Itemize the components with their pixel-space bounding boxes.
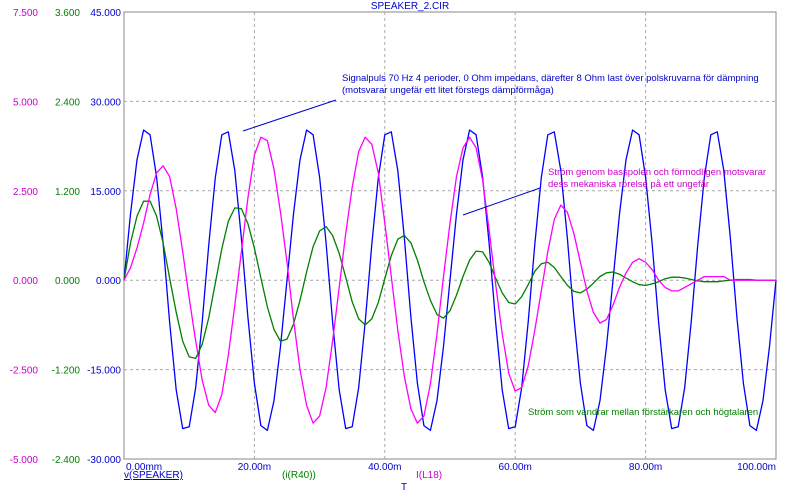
y-tick-label-left-inner: 30.000: [90, 97, 121, 108]
x-tick-labels: 0.00mm 20.00m 40.00m 60.00m 80.00m 100.00m: [126, 462, 776, 473]
annotation-amp-current: Ström som vandrar mellan förstärkaren oc…: [528, 407, 758, 418]
x-tick-label: 0.00mm: [126, 462, 162, 473]
x-tick-label: 60.00m: [499, 462, 532, 473]
annotation-signal-line2: (motsvarar ungefär ett litet förstegs dä…: [342, 85, 554, 96]
x-axis-label: T: [401, 482, 407, 493]
legend-i-l18: I(L18): [416, 470, 442, 481]
y-tick-label-left-outer: 0.000: [13, 276, 38, 287]
annotation-pointer-signal: [242, 99, 337, 132]
y-tick-label-left-inner: 0.000: [96, 276, 121, 287]
y-tick-label-left-middle: 3.600: [55, 8, 80, 19]
series-line-0: [123, 129, 777, 432]
y-tick-label-left-outer: 7.500: [13, 8, 38, 19]
y-tick-label-left-outer: 2.500: [13, 187, 38, 198]
x-tick-label: 20.00m: [238, 462, 271, 473]
annotation-coil-line1: Ström genom basspolen och förmodligen mo…: [548, 167, 766, 178]
plot-area: [123, 11, 777, 460]
y-tick-label-left-inner: 15.000: [90, 187, 121, 198]
y-tick-label-left-inner: -30.000: [87, 455, 121, 466]
series-line-1: [123, 200, 776, 360]
legend-v-speaker: v(SPEAKER): [124, 470, 183, 481]
series-line-2: [123, 136, 776, 424]
annotation-pointer-current-coil: [462, 187, 541, 216]
y-tick-label-left-middle: -1.200: [52, 366, 81, 377]
y-tick-label-left-inner: 45.000: [90, 8, 121, 19]
x-tick-label: 80.00m: [629, 462, 662, 473]
y-tick-label-left-outer: -5.000: [10, 455, 39, 466]
x-tick-label: 100.00m: [737, 462, 776, 473]
y-tick-labels: 7.500 5.000 2.500 0.000 -2.500 -5.000 3.600 2.4…: [10, 8, 122, 466]
x-tick-label: 40.00m: [368, 462, 401, 473]
y-tick-label-left-middle: 0.000: [55, 276, 80, 287]
chart-title: SPEAKER_2.CIR: [371, 1, 449, 12]
series-lines: [123, 129, 777, 432]
y-tick-label-left-middle: 2.400: [55, 97, 80, 108]
y-tick-label-left-outer: -2.500: [10, 366, 39, 377]
y-tick-label-left-middle: 1.200: [55, 187, 80, 198]
annotation-coil-line2: dess mekaniska rörelse på ett ungefär: [548, 179, 709, 190]
legend-i-r40: (i(R40)): [282, 470, 316, 481]
y-tick-label-left-inner: -15.000: [87, 366, 121, 377]
annotation-signal-line1: Signalpuls 70 Hz 4 perioder, 0 Ohm imped…: [342, 73, 759, 84]
y-tick-label-left-outer: 5.000: [13, 97, 38, 108]
y-tick-label-left-middle: -2.400: [52, 455, 81, 466]
